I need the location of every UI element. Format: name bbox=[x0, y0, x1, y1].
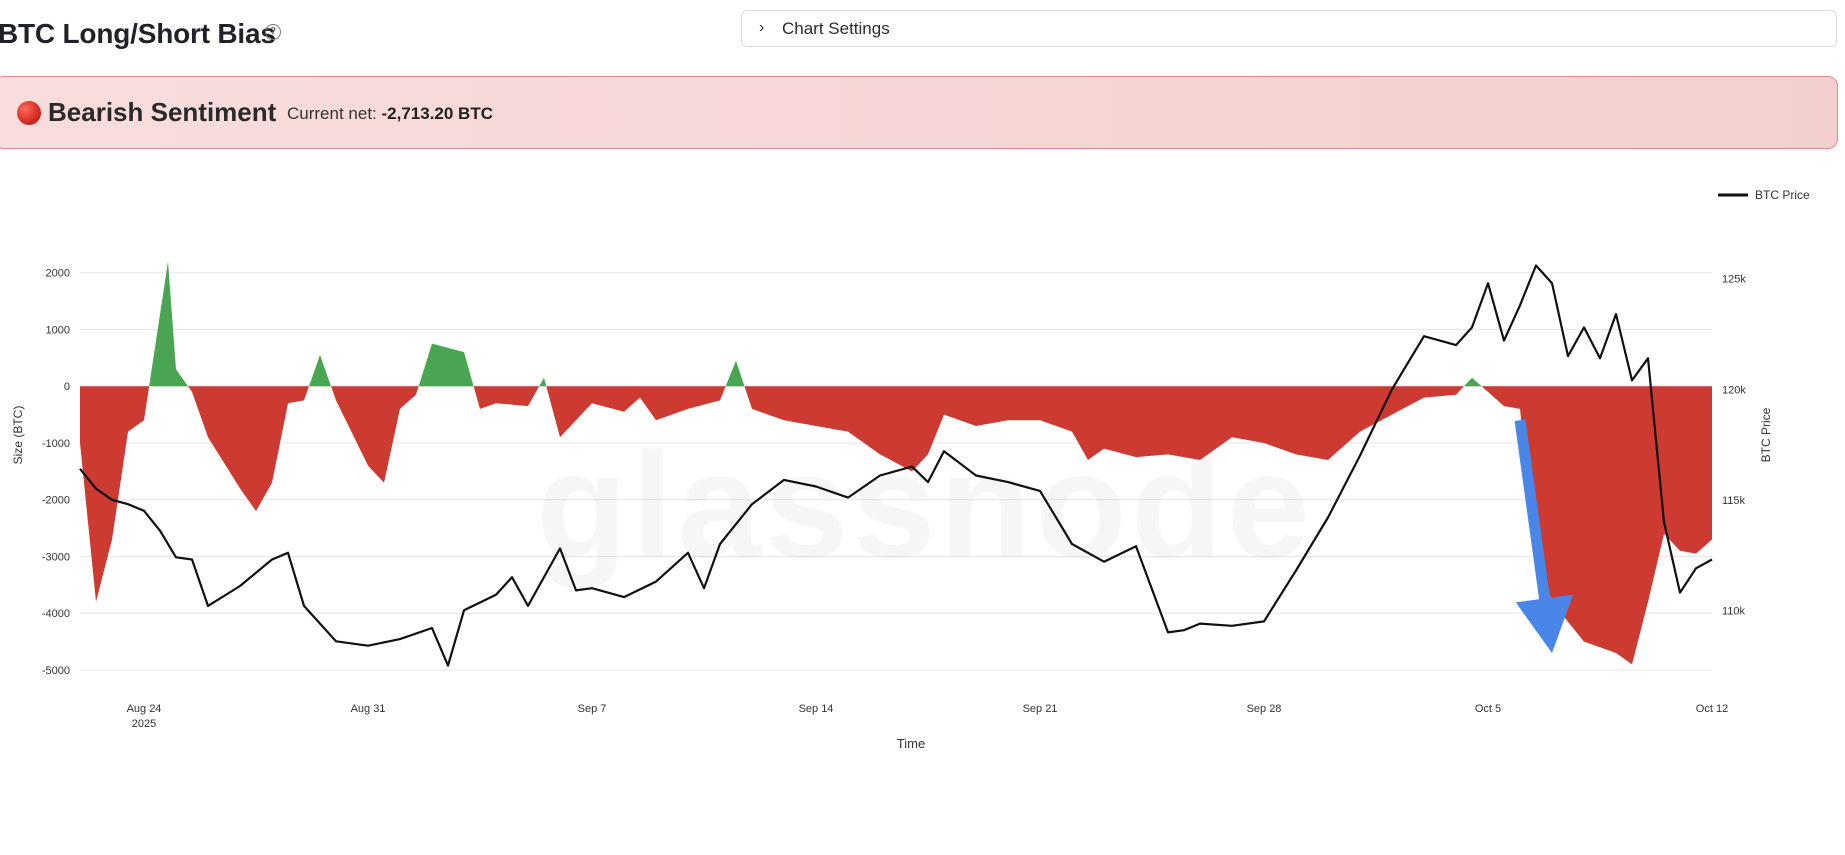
x-tick-label: Sep 14 bbox=[799, 703, 834, 715]
right-tick-label: 115k bbox=[1722, 495, 1746, 507]
x-tick-label: Sep 21 bbox=[1023, 703, 1058, 715]
left-tick-label: 0 bbox=[64, 381, 70, 393]
page-title: BTC Long/Short Bias bbox=[0, 18, 276, 49]
annotations bbox=[1514, 419, 1574, 653]
size-area-negative bbox=[80, 386, 1712, 665]
sentiment-label: Bearish Sentiment bbox=[48, 97, 277, 127]
left-tick-label: 2000 bbox=[46, 268, 70, 280]
x-tick-label: Aug 31 bbox=[351, 703, 386, 715]
left-tick-label: 1000 bbox=[46, 324, 70, 336]
left-axis-label: Size (BTC) bbox=[11, 406, 25, 465]
left-tick-label: -1000 bbox=[42, 438, 70, 450]
x-tick-sublabel: 2025 bbox=[132, 718, 156, 730]
price-series bbox=[79, 264, 1713, 667]
axes: 2000 1000 0 -1000 -2000 -3000 -4000 -5000 125k 12… bbox=[11, 268, 1773, 751]
right-tick-label: 125k bbox=[1722, 274, 1746, 286]
left-tick-label: -2000 bbox=[42, 495, 70, 507]
x-tick-label: Oct 12 bbox=[1696, 703, 1728, 715]
left-tick-label: -5000 bbox=[42, 665, 70, 677]
right-tick-label: 110k bbox=[1722, 605, 1746, 617]
price-line bbox=[79, 264, 1713, 667]
current-net-value: -2,713.20 BTC bbox=[381, 104, 494, 123]
chevron-right-icon: › bbox=[759, 19, 765, 36]
right-axis-label: BTC Price bbox=[1759, 407, 1773, 462]
left-tick-label: -3000 bbox=[42, 551, 70, 563]
chart-area: glassnode 200010000-1000-2000-3000-4000-… bbox=[11, 188, 1810, 751]
right-tick-label: 120k bbox=[1722, 384, 1746, 396]
red-circle-icon bbox=[17, 101, 41, 125]
size-area-positive bbox=[80, 261, 1712, 387]
left-tick-label: -4000 bbox=[42, 608, 70, 620]
x-tick-label: Sep 28 bbox=[1247, 703, 1282, 715]
legend: BTC Price bbox=[1718, 188, 1810, 202]
chart-settings-label: Chart Settings bbox=[782, 19, 890, 38]
x-tick-label: Oct 5 bbox=[1475, 703, 1501, 715]
chart-settings-toggle[interactable]: › Chart Settings bbox=[741, 10, 1837, 47]
current-net: Current net: -2,713.20 BTC bbox=[287, 104, 493, 124]
x-tick-label: Sep 7 bbox=[578, 703, 607, 715]
down-arrow-annotation bbox=[1514, 419, 1574, 653]
size-series bbox=[80, 261, 1712, 665]
current-net-label: Current net: bbox=[287, 104, 377, 123]
legend-label: BTC Price bbox=[1755, 188, 1810, 202]
x-tick-label: Aug 24 bbox=[127, 703, 162, 715]
question-circle-icon[interactable]: ? bbox=[265, 24, 281, 40]
sentiment-banner: Bearish Sentiment Current net: -2,713.20… bbox=[0, 76, 1838, 149]
x-axis-label: Time bbox=[897, 736, 925, 751]
